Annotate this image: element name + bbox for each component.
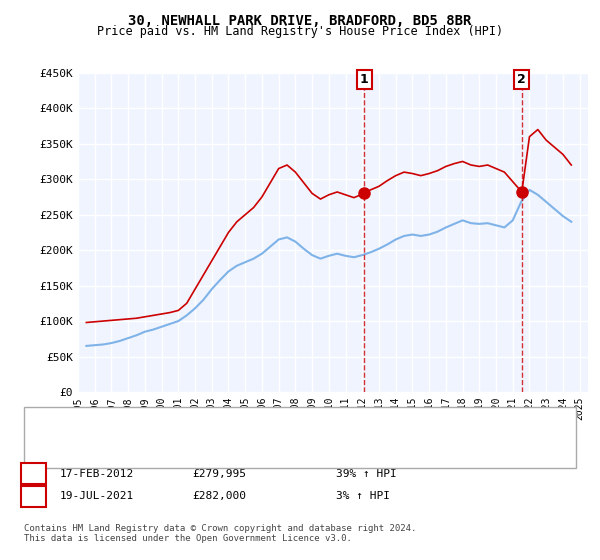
Text: £282,000: £282,000 <box>192 491 246 501</box>
Text: 3% ↑ HPI: 3% ↑ HPI <box>336 491 390 501</box>
Text: 2: 2 <box>517 73 526 86</box>
Text: —: — <box>48 418 65 436</box>
Text: 1: 1 <box>30 469 37 479</box>
Text: Contains HM Land Registry data © Crown copyright and database right 2024.
This d: Contains HM Land Registry data © Crown c… <box>24 524 416 543</box>
Text: 17-FEB-2012: 17-FEB-2012 <box>60 469 134 479</box>
Text: HPI: Average price, detached house, Bradford: HPI: Average price, detached house, Brad… <box>75 445 350 455</box>
Text: 2: 2 <box>30 491 37 501</box>
Text: 39% ↑ HPI: 39% ↑ HPI <box>336 469 397 479</box>
Text: Price paid vs. HM Land Registry's House Price Index (HPI): Price paid vs. HM Land Registry's House … <box>97 25 503 38</box>
Text: —: — <box>48 441 65 459</box>
Text: 30, NEWHALL PARK DRIVE, BRADFORD, BD5 8BR (detached house): 30, NEWHALL PARK DRIVE, BRADFORD, BD5 8B… <box>75 422 437 432</box>
Text: £279,995: £279,995 <box>192 469 246 479</box>
Text: 19-JUL-2021: 19-JUL-2021 <box>60 491 134 501</box>
Text: 1: 1 <box>360 73 368 86</box>
Text: 30, NEWHALL PARK DRIVE, BRADFORD, BD5 8BR: 30, NEWHALL PARK DRIVE, BRADFORD, BD5 8B… <box>128 14 472 28</box>
